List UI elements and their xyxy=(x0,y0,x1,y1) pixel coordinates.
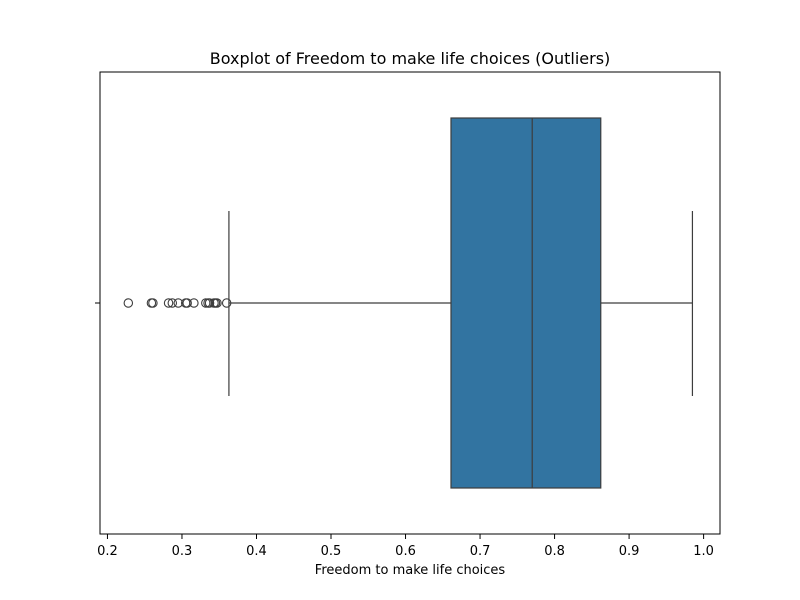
outlier-point xyxy=(167,298,178,308)
x-tick-label: 0.7 xyxy=(470,544,491,559)
x-tick-label: 0.5 xyxy=(321,544,342,559)
x-tick-label: 1.0 xyxy=(693,544,714,559)
outlier-point xyxy=(221,298,232,308)
outlier-point xyxy=(204,298,215,308)
outlier-point xyxy=(189,298,199,308)
outlier-point xyxy=(163,298,174,308)
x-axis-ticks: 0.2 0.3 0.4 0.5 0.6 0.7 0.8 0.9 1.0 xyxy=(95,302,714,559)
outlier-point xyxy=(123,298,134,308)
plot-area xyxy=(123,117,694,489)
x-tick-label: 0.9 xyxy=(619,544,640,559)
outlier-point xyxy=(212,298,222,308)
x-tick-label: 0.2 xyxy=(97,544,118,559)
x-tick-label: 0.6 xyxy=(395,544,416,559)
x-tick-label: 0.8 xyxy=(544,544,565,559)
iqr-box xyxy=(450,117,602,489)
outlier-point xyxy=(148,298,158,308)
chart-title: Boxplot of Freedom to make life choices … xyxy=(210,49,611,68)
x-axis-label: Freedom to make life choices xyxy=(315,563,506,578)
outlier-point xyxy=(182,298,192,308)
x-tick-label: 0.3 xyxy=(172,544,193,559)
x-tick-label: 0.4 xyxy=(246,544,267,559)
